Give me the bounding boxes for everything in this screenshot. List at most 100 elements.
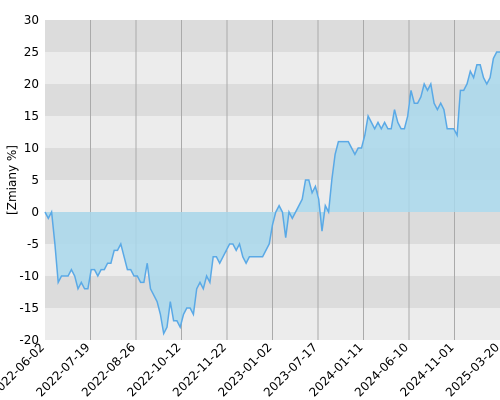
series-point bbox=[453, 128, 454, 129]
series-point bbox=[265, 250, 266, 251]
series-point bbox=[124, 256, 125, 257]
series-point bbox=[493, 58, 494, 59]
series-point bbox=[107, 263, 108, 264]
series-point bbox=[104, 269, 105, 270]
series-point bbox=[170, 301, 171, 302]
series-point bbox=[133, 275, 134, 276]
series-point bbox=[387, 128, 388, 129]
series-point bbox=[199, 282, 200, 283]
series-point bbox=[358, 147, 359, 148]
series-point bbox=[206, 275, 207, 276]
series-point bbox=[186, 307, 187, 308]
series-point bbox=[216, 256, 217, 257]
series-point bbox=[328, 211, 329, 212]
y-tick-label: 25 bbox=[24, 45, 39, 59]
series-point bbox=[209, 282, 210, 283]
series-point bbox=[232, 243, 233, 244]
series-point bbox=[176, 320, 177, 321]
series-point bbox=[166, 327, 167, 328]
series-point bbox=[295, 211, 296, 212]
series-point bbox=[262, 256, 263, 257]
series-point bbox=[381, 128, 382, 129]
series-point bbox=[434, 103, 435, 104]
series-point bbox=[222, 256, 223, 257]
series-point bbox=[219, 263, 220, 264]
series-line bbox=[44, 51, 500, 336]
series-point bbox=[249, 256, 250, 257]
series-point bbox=[377, 122, 378, 123]
series-point bbox=[143, 282, 144, 283]
series-point bbox=[282, 211, 283, 212]
series-point bbox=[430, 83, 431, 84]
series-point bbox=[213, 256, 214, 257]
series-point bbox=[190, 307, 191, 308]
series-point bbox=[470, 71, 471, 72]
series-point bbox=[242, 256, 243, 257]
series-point bbox=[87, 288, 88, 289]
series-point bbox=[466, 83, 467, 84]
series-point bbox=[486, 83, 487, 84]
series-point bbox=[394, 109, 395, 110]
series-point bbox=[173, 320, 174, 321]
series-point bbox=[97, 275, 98, 276]
series-point bbox=[81, 282, 82, 283]
series-point bbox=[288, 211, 289, 212]
series-point bbox=[401, 128, 402, 129]
series-point bbox=[331, 179, 332, 180]
series-point bbox=[312, 192, 313, 193]
y-tick-label: -15 bbox=[19, 301, 39, 315]
y-axis-title: [Zmiany %] bbox=[5, 145, 19, 215]
series-point bbox=[341, 141, 342, 142]
series-point bbox=[130, 269, 131, 270]
series-point bbox=[61, 275, 62, 276]
series-point bbox=[68, 275, 69, 276]
series-point bbox=[427, 90, 428, 91]
y-tick-label: 20 bbox=[24, 77, 39, 91]
series-point bbox=[110, 263, 111, 264]
series-point bbox=[344, 141, 345, 142]
series-point bbox=[160, 314, 161, 315]
series-point bbox=[137, 275, 138, 276]
series-point bbox=[315, 186, 316, 187]
series-point bbox=[272, 224, 273, 225]
y-tick-label: 0 bbox=[31, 205, 39, 219]
series-point bbox=[51, 211, 52, 212]
series-point bbox=[114, 250, 115, 251]
series-point bbox=[183, 314, 184, 315]
series-point bbox=[298, 205, 299, 206]
series-point bbox=[443, 109, 444, 110]
series-point bbox=[246, 263, 247, 264]
series-point bbox=[318, 199, 319, 200]
series-point bbox=[371, 122, 372, 123]
series-point bbox=[236, 250, 237, 251]
series-area-fill bbox=[45, 52, 500, 334]
series-point bbox=[308, 179, 309, 180]
series-point bbox=[354, 154, 355, 155]
series-point bbox=[450, 128, 451, 129]
series-point bbox=[410, 90, 411, 91]
series-point bbox=[335, 154, 336, 155]
series-point bbox=[259, 256, 260, 257]
series-point bbox=[473, 77, 474, 78]
series-point bbox=[285, 237, 286, 238]
series-point bbox=[417, 103, 418, 104]
y-tick-label: -10 bbox=[19, 269, 39, 283]
series-point bbox=[483, 77, 484, 78]
series-point bbox=[275, 211, 276, 212]
y-tick-label: -20 bbox=[19, 333, 39, 347]
series-point bbox=[101, 269, 102, 270]
series-point bbox=[325, 205, 326, 206]
series-point bbox=[157, 301, 158, 302]
series-point bbox=[460, 90, 461, 91]
series-point bbox=[496, 51, 497, 52]
series-point bbox=[279, 205, 280, 206]
y-tick-label: 30 bbox=[24, 13, 39, 27]
series-point bbox=[64, 275, 65, 276]
series-point bbox=[91, 269, 92, 270]
series-point bbox=[252, 256, 253, 257]
series-point bbox=[48, 218, 49, 219]
series-point bbox=[447, 128, 448, 129]
x-axis-ticks: 2022-06-022022-07-192022-08-262022-10-12… bbox=[0, 340, 500, 399]
series-point bbox=[463, 90, 464, 91]
